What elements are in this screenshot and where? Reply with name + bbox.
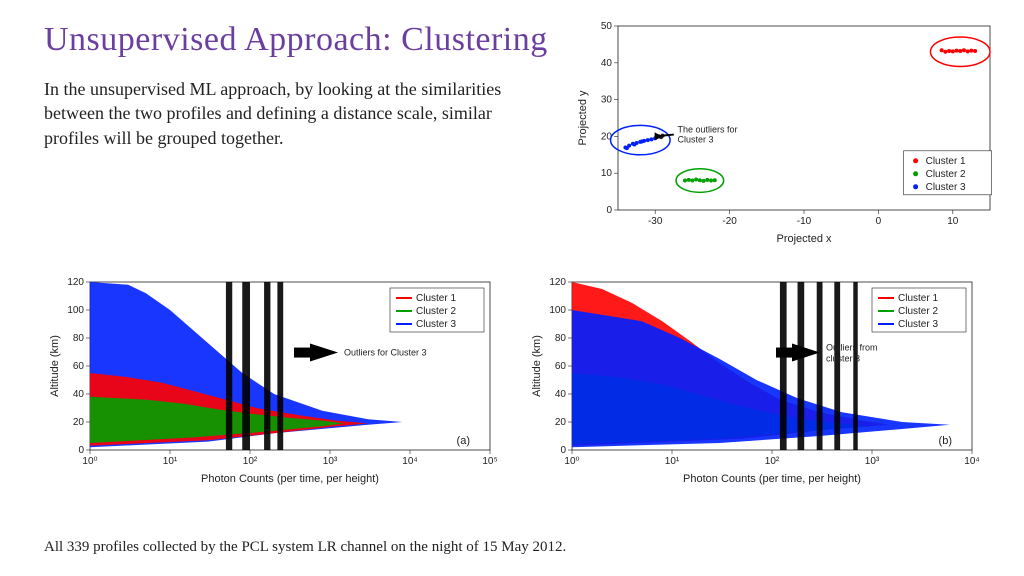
- svg-text:60: 60: [73, 361, 85, 372]
- svg-text:Cluster 3: Cluster 3: [678, 135, 714, 145]
- svg-text:30: 30: [601, 95, 613, 106]
- svg-text:Altitude (km): Altitude (km): [531, 335, 543, 397]
- svg-text:80: 80: [555, 333, 567, 344]
- svg-text:Altitude (km): Altitude (km): [49, 335, 61, 397]
- svg-text:20: 20: [73, 417, 85, 428]
- profile-chart-a: 10⁰ 10¹ 10² 10³ 10⁴ 10⁵ 0 20 40 60 80 100 120 Altitud…: [44, 276, 498, 486]
- svg-text:40: 40: [555, 389, 567, 400]
- svg-text:Cluster 2: Cluster 2: [926, 169, 966, 180]
- svg-text:cluster 3: cluster 3: [826, 354, 860, 364]
- svg-text:Outliers from: Outliers from: [826, 343, 878, 353]
- scatter-svg: -30-20-1001001020304050Projected yProjec…: [570, 18, 1000, 248]
- svg-text:120: 120: [549, 277, 566, 288]
- svg-text:Cluster 3: Cluster 3: [926, 182, 966, 193]
- svg-text:0: 0: [876, 216, 882, 227]
- svg-text:0: 0: [606, 205, 612, 216]
- svg-text:10⁰: 10⁰: [82, 456, 97, 467]
- svg-text:-30: -30: [648, 216, 663, 227]
- svg-text:Cluster 1: Cluster 1: [416, 293, 456, 304]
- svg-text:10¹: 10¹: [163, 456, 178, 467]
- svg-text:10: 10: [947, 216, 959, 227]
- profile-chart-b: 10⁰ 10¹ 10² 10³ 10⁴ 0 20 40 60 80 100 120 Altitude (…: [526, 276, 980, 486]
- svg-text:10²: 10²: [765, 456, 780, 467]
- svg-text:Outliers for Cluster 3: Outliers for Cluster 3: [344, 348, 427, 358]
- svg-text:Cluster 1: Cluster 1: [926, 156, 966, 167]
- svg-text:60: 60: [555, 361, 567, 372]
- svg-text:40: 40: [73, 389, 85, 400]
- svg-text:10⁴: 10⁴: [964, 456, 979, 467]
- svg-text:Cluster 2: Cluster 2: [898, 306, 938, 317]
- svg-text:Cluster 1: Cluster 1: [898, 293, 938, 304]
- svg-text:20: 20: [555, 417, 567, 428]
- svg-text:10⁴: 10⁴: [402, 456, 417, 467]
- svg-text:120: 120: [67, 277, 84, 288]
- svg-text:10³: 10³: [865, 456, 880, 467]
- svg-text:-10: -10: [797, 216, 812, 227]
- svg-text:10¹: 10¹: [665, 456, 680, 467]
- caption: All 339 profiles collected by the PCL sy…: [44, 539, 566, 556]
- svg-text:Cluster 3: Cluster 3: [416, 319, 456, 330]
- svg-text:10²: 10²: [243, 456, 258, 467]
- svg-text:0: 0: [560, 445, 566, 456]
- svg-text:100: 100: [549, 305, 566, 316]
- scatter-chart: -30-20-1001001020304050Projected yProjec…: [570, 18, 1000, 248]
- svg-text:Projected y: Projected y: [577, 90, 589, 146]
- svg-text:Cluster 2: Cluster 2: [416, 306, 456, 317]
- profile-a-svg: 10⁰ 10¹ 10² 10³ 10⁴ 10⁵ 0 20 40 60 80 100 120 Altitud…: [44, 276, 498, 486]
- svg-text:100: 100: [67, 305, 84, 316]
- svg-text:The outliers for: The outliers for: [678, 125, 738, 135]
- svg-text:Projected x: Projected x: [776, 233, 832, 245]
- svg-text:Photon Counts (per time, per h: Photon Counts (per time, per height): [201, 473, 379, 485]
- svg-text:(a): (a): [457, 435, 470, 447]
- svg-text:-20: -20: [722, 216, 737, 227]
- svg-text:10⁵: 10⁵: [482, 456, 497, 467]
- svg-text:80: 80: [73, 333, 85, 344]
- svg-text:10: 10: [601, 168, 613, 179]
- svg-text:50: 50: [601, 21, 613, 32]
- svg-text:Photon Counts (per time, per h: Photon Counts (per time, per height): [683, 473, 861, 485]
- svg-text:10³: 10³: [323, 456, 338, 467]
- svg-text:0: 0: [78, 445, 84, 456]
- profile-b-svg: 10⁰ 10¹ 10² 10³ 10⁴ 0 20 40 60 80 100 120 Altitude (…: [526, 276, 980, 486]
- svg-text:(b): (b): [939, 435, 952, 447]
- svg-text:40: 40: [601, 58, 613, 69]
- svg-text:10⁰: 10⁰: [564, 456, 579, 467]
- svg-text:Cluster 3: Cluster 3: [898, 319, 938, 330]
- body-paragraph: In the unsupervised ML approach, by look…: [44, 77, 534, 150]
